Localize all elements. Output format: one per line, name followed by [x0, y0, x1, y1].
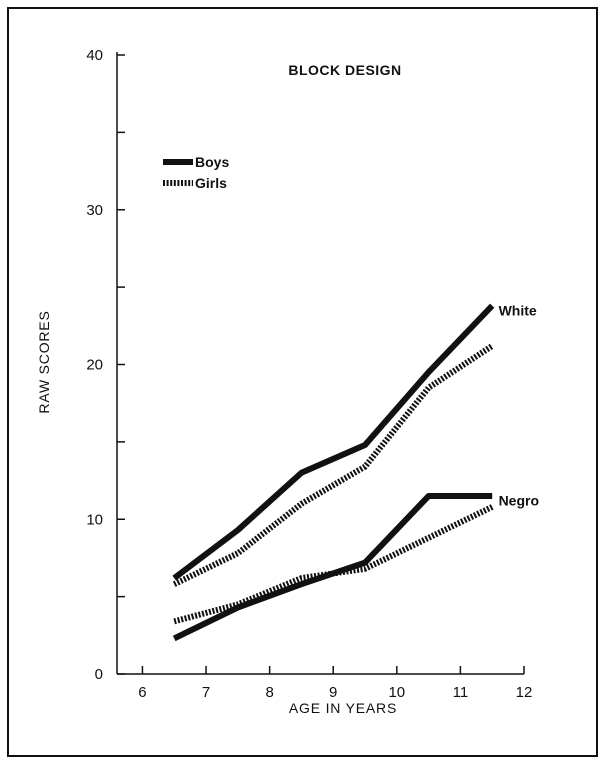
ticks: [117, 54, 525, 675]
group-label-negro: Negro: [499, 493, 539, 509]
axes: [116, 52, 524, 675]
series-line-negro-boys: [172, 493, 493, 642]
legend: Boys Girls: [163, 154, 229, 191]
y-tick-label: 20: [86, 357, 103, 374]
tick-labels: 0 10 20 30 40 6 7 8 9 10 11 12: [86, 47, 532, 701]
y-axis-title: RAW SCORES: [36, 310, 52, 413]
x-tick-label: 10: [388, 684, 405, 701]
group-label-white: White: [499, 302, 537, 318]
series-line-white-girls: [172, 343, 494, 587]
y-tick-label: 40: [86, 47, 103, 64]
y-tick-label: 10: [86, 511, 103, 528]
series-line-white-boys: [172, 303, 495, 581]
series-line-negro-girls: [173, 504, 494, 625]
x-axis-title: AGE IN YEARS: [289, 700, 397, 716]
x-tick-label: 12: [516, 684, 533, 701]
legend-boys-label: Boys: [195, 154, 229, 170]
x-tick-label: 6: [138, 684, 146, 701]
x-tick-label: 8: [265, 684, 273, 701]
chart-title: BLOCK DESIGN: [288, 62, 401, 78]
legend-girls-label: Girls: [195, 175, 227, 191]
x-tick-label: 11: [453, 684, 469, 701]
y-tick-label: 30: [86, 202, 103, 219]
series: [172, 303, 495, 642]
x-tick-label: 9: [329, 684, 337, 701]
x-tick-label: 7: [202, 684, 210, 701]
y-tick-label: 0: [95, 666, 103, 683]
chart-frame: [7, 7, 598, 757]
